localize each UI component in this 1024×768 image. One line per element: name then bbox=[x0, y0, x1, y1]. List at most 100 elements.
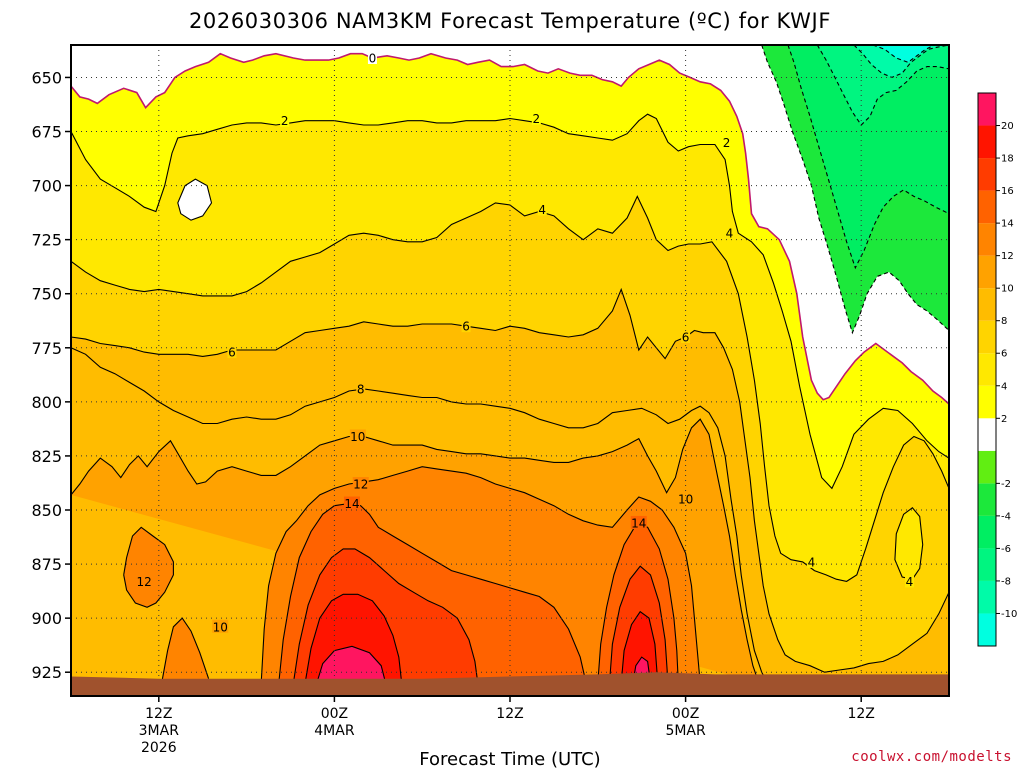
colorbar-swatch bbox=[978, 385, 996, 419]
contour-line-12 bbox=[161, 617, 210, 684]
colorbar-swatch bbox=[978, 223, 996, 256]
colorbar-tick-label: -2 bbox=[1001, 479, 1011, 490]
x-tick-label: 4MAR bbox=[314, 723, 355, 739]
contour-label: 8 bbox=[357, 382, 365, 396]
colorbar-swatch bbox=[978, 548, 996, 581]
contour-label: 14 bbox=[631, 516, 646, 530]
terrain-surface bbox=[71, 672, 949, 696]
colorbar-swatch bbox=[978, 320, 996, 354]
contour-line-20 bbox=[316, 645, 387, 684]
x-tick-label: 12Z bbox=[847, 706, 874, 722]
contour-line-18 bbox=[620, 610, 659, 684]
contour-label: 4 bbox=[726, 227, 734, 241]
contour-label-bg bbox=[367, 50, 377, 64]
contour-label-bg bbox=[537, 202, 547, 216]
contour-label-bg bbox=[461, 319, 471, 333]
colorbar-tick-label: -6 bbox=[1001, 544, 1011, 555]
contour-line--2 bbox=[761, 45, 949, 335]
contour-line-0 bbox=[71, 52, 949, 405]
colorbar-swatch bbox=[978, 255, 996, 289]
bubble-4 bbox=[894, 507, 923, 580]
contour-label-bg bbox=[630, 515, 647, 529]
contour-line-20 bbox=[632, 656, 652, 684]
contour-lines-layer bbox=[71, 45, 949, 684]
colorbar-swatch bbox=[978, 418, 996, 451]
chart-title: 2026030306 NAM3KM Forecast Temperature (… bbox=[189, 9, 831, 33]
colorbar-tick-label: 4 bbox=[1001, 381, 1007, 392]
contour-label: 6 bbox=[228, 346, 236, 360]
band-12 bbox=[123, 527, 174, 696]
colorbar-tick-label: 20 bbox=[1001, 121, 1014, 132]
contour-label-bg bbox=[343, 496, 360, 510]
contour-line-16 bbox=[608, 565, 669, 684]
contour-label-bg bbox=[531, 111, 541, 125]
contour-line-0 bbox=[177, 178, 213, 221]
y-tick-label: 700 bbox=[31, 177, 62, 196]
x-tick-label: 5MAR bbox=[665, 723, 706, 739]
contour-label-bg bbox=[904, 574, 914, 588]
contour-label: 12 bbox=[353, 478, 368, 492]
y-tick-label: 825 bbox=[31, 447, 62, 466]
contour-label: 12 bbox=[137, 575, 152, 589]
contour-label-bg bbox=[212, 619, 229, 633]
colorbar-tick-label: 2 bbox=[1001, 414, 1007, 425]
contour-label-bg bbox=[356, 381, 366, 395]
contour-label: 10 bbox=[350, 430, 365, 444]
colorbar-tick-label: -8 bbox=[1001, 576, 1011, 587]
y-tick-label: 800 bbox=[31, 393, 62, 412]
colorbar-swatch bbox=[978, 515, 996, 549]
contour-label: 4 bbox=[808, 555, 816, 569]
y-tick-label: 675 bbox=[31, 123, 62, 142]
contour-label-bg bbox=[136, 574, 153, 588]
x-tick-label: 12Z bbox=[145, 706, 172, 722]
contour-label-bg bbox=[725, 226, 734, 240]
colorbar-tick-label: 18 bbox=[1001, 154, 1014, 165]
contour-line-8 bbox=[71, 347, 768, 684]
contour-label-bg bbox=[681, 329, 691, 343]
contour-line-10 bbox=[71, 418, 760, 684]
contour-line-6 bbox=[71, 287, 949, 673]
y-axis: 650 675 700 725 750 775 800 825 850 875 900 925 bbox=[31, 68, 71, 682]
x-tick-label: 2026 bbox=[141, 740, 177, 756]
contour-line-4 bbox=[71, 195, 949, 582]
contour-labels-layer: 0 2 2 2 4 4 4 4 6 6 6 8 10 10 10 12 12 14 14 bbox=[136, 50, 914, 634]
contour-line-14 bbox=[278, 502, 587, 684]
colorbar-tick-label: 16 bbox=[1001, 186, 1014, 197]
colorbar-swatch bbox=[978, 580, 996, 614]
x-tick-label: 12Z bbox=[496, 706, 523, 722]
y-tick-label: 650 bbox=[31, 68, 62, 87]
band--10 bbox=[872, 45, 949, 63]
contour-label-bg bbox=[280, 113, 290, 127]
colorbar-swatch bbox=[978, 93, 996, 126]
y-tick-label: 750 bbox=[31, 285, 62, 304]
colorbar: 20 18 16 14 12 10 8 6 4 2 -2 -4 -6 -8 -10 bbox=[977, 92, 1017, 647]
contour-line--6 bbox=[816, 45, 949, 126]
band-2 bbox=[71, 45, 949, 489]
x-tick-label: 00Z bbox=[321, 706, 348, 722]
band--6 bbox=[817, 45, 949, 125]
y-tick-label: 875 bbox=[31, 555, 62, 574]
contour-line--8 bbox=[853, 45, 949, 78]
colorbar-tick-label: 10 bbox=[1001, 284, 1014, 295]
contour-label: 6 bbox=[682, 330, 690, 344]
colorbar-swatch bbox=[978, 353, 996, 386]
contour-line-12 bbox=[260, 466, 701, 684]
contour-label-bg bbox=[349, 429, 366, 443]
contour-label: 6 bbox=[462, 320, 470, 334]
contour-label-bg bbox=[227, 345, 237, 359]
x-tick-label: 00Z bbox=[672, 706, 699, 722]
band-8 bbox=[71, 347, 768, 683]
colorbar-swatch bbox=[978, 158, 996, 191]
colorbar-swatch bbox=[978, 613, 996, 646]
y-tick-label: 775 bbox=[31, 339, 62, 358]
contour-line-2 bbox=[71, 113, 949, 490]
y-tick-label: 900 bbox=[31, 609, 62, 628]
contour-label-bg bbox=[677, 492, 694, 506]
contour-label: 2 bbox=[281, 114, 289, 128]
credit-link[interactable]: coolwx.com/modelts bbox=[851, 749, 1012, 765]
grid-layer bbox=[71, 45, 949, 696]
terrain-layer bbox=[71, 672, 949, 696]
band--4 bbox=[788, 45, 949, 268]
contour-label: 2 bbox=[533, 112, 541, 126]
y-tick-label: 850 bbox=[31, 501, 62, 520]
